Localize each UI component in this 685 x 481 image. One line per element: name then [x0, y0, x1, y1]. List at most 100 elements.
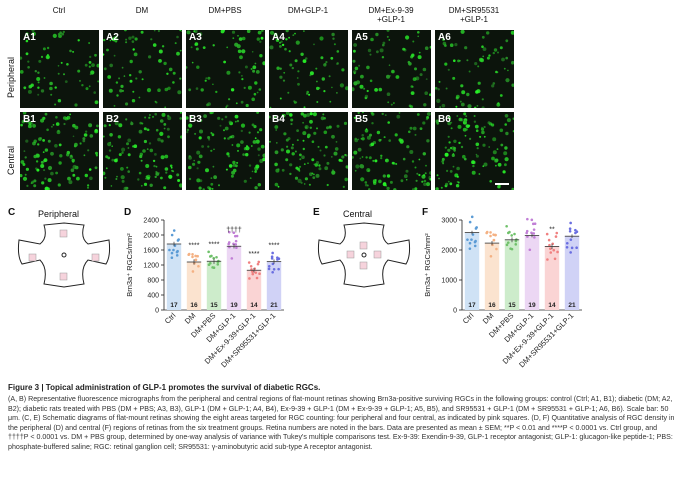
data-point: [271, 270, 274, 274]
data-point: [553, 257, 557, 261]
data-point: [191, 270, 195, 273]
data-point: [574, 228, 577, 232]
significance-label-1: ****: [189, 242, 200, 249]
data-point: [549, 247, 552, 250]
data-point: [176, 249, 179, 253]
data-point: [234, 239, 238, 243]
data-point: [211, 266, 214, 269]
n-label-1: 16: [488, 302, 496, 309]
data-point: [168, 248, 171, 252]
micrograph-b6: B6: [435, 112, 514, 190]
column-header-5: DM+SR95531 +GLP-1: [448, 6, 500, 24]
bar-4: [544, 246, 560, 310]
data-point: [565, 241, 569, 245]
y-axis-label: Brn3a⁺ RGCs/mm²: [125, 233, 134, 297]
row-label-central: Central: [6, 145, 16, 175]
bar-1: [186, 262, 202, 310]
significance-label-5: ****: [269, 242, 280, 249]
data-point: [489, 231, 492, 234]
data-point: [187, 252, 191, 256]
panel-letter-f: F: [422, 207, 429, 218]
data-point: [172, 229, 176, 232]
data-point: [556, 250, 559, 254]
bar-5: [266, 261, 282, 310]
data-point: [568, 227, 572, 231]
data-point: [525, 229, 529, 233]
data-point: [489, 254, 493, 258]
data-point: [494, 233, 497, 237]
category-label-1: DM: [183, 311, 198, 326]
data-point: [505, 224, 508, 228]
micrograph-b4: B4: [269, 112, 348, 190]
micrograph-label: B3: [189, 114, 202, 125]
chart-peripheral-density: 0 400 800 1200 1600 2000 2400 Brn3a⁺ RGCs/mm² 17…: [125, 218, 284, 369]
micrograph-label: A2: [106, 32, 119, 43]
data-point: [513, 232, 516, 236]
data-point: [272, 267, 276, 271]
data-point: [489, 234, 492, 238]
data-point: [216, 263, 220, 266]
data-point: [271, 251, 274, 255]
data-point: [509, 247, 512, 250]
micrograph-b3: B3: [186, 112, 265, 190]
micrograph-label: A1: [23, 32, 36, 43]
data-point: [254, 271, 258, 274]
data-point: [569, 238, 573, 241]
data-point: [170, 251, 174, 255]
n-label-3: 19: [528, 302, 536, 309]
category-label-0: Ctrl: [163, 311, 178, 326]
data-point: [468, 220, 472, 224]
data-point: [208, 255, 212, 258]
row-label-peripheral: Peripheral: [6, 56, 16, 98]
data-point: [506, 241, 510, 244]
data-point: [207, 263, 211, 267]
micrograph-a1: A1: [20, 30, 99, 108]
data-point: [514, 239, 518, 243]
micrograph-a3: A3: [186, 30, 265, 108]
data-point: [470, 238, 473, 241]
column-header-1: DM: [135, 6, 149, 15]
data-point: [552, 248, 556, 252]
data-point: [468, 241, 472, 245]
data-point: [474, 227, 478, 230]
data-point: [473, 244, 477, 248]
micrograph-label: B2: [106, 114, 119, 125]
data-point: [549, 251, 553, 254]
schematic-peripheral-title: Peripheral: [38, 209, 80, 219]
data-point: [569, 251, 572, 254]
n-label-2: 15: [508, 302, 516, 309]
data-point: [251, 272, 255, 276]
micrograph-label: A6: [438, 32, 451, 43]
y-axis-label: Brn3a⁺ RGCs/mm²: [423, 233, 432, 297]
n-label-1: 16: [190, 302, 198, 309]
data-point: [532, 228, 536, 231]
data-point: [575, 246, 578, 250]
data-point: [170, 233, 174, 237]
data-point: [234, 243, 238, 246]
y-tick-label: 2400: [143, 218, 159, 225]
y-tick-label: 400: [147, 293, 159, 300]
data-point: [546, 258, 549, 261]
data-point: [470, 215, 474, 219]
significance-label-4: ****: [249, 251, 260, 258]
micrograph-a2: A2: [103, 30, 182, 108]
y-tick-label: 3000: [441, 218, 457, 225]
data-point: [492, 238, 496, 242]
data-point: [176, 239, 180, 242]
data-point: [271, 262, 275, 266]
data-point: [255, 276, 259, 280]
micrograph-b5: B5: [352, 112, 431, 190]
data-point: [547, 238, 551, 242]
data-point: [191, 253, 194, 256]
y-tick-label: 1200: [143, 263, 159, 270]
data-point: [495, 247, 498, 251]
y-tick-label: 1600: [143, 248, 159, 255]
micrograph-label: A4: [272, 32, 285, 43]
micrograph-label: A3: [189, 32, 202, 43]
retina-schematic-central: [317, 222, 411, 288]
data-point: [197, 264, 200, 268]
data-point: [228, 230, 231, 234]
data-point: [545, 232, 549, 236]
data-point: [233, 234, 237, 238]
y-tick-label: 0: [155, 308, 159, 315]
